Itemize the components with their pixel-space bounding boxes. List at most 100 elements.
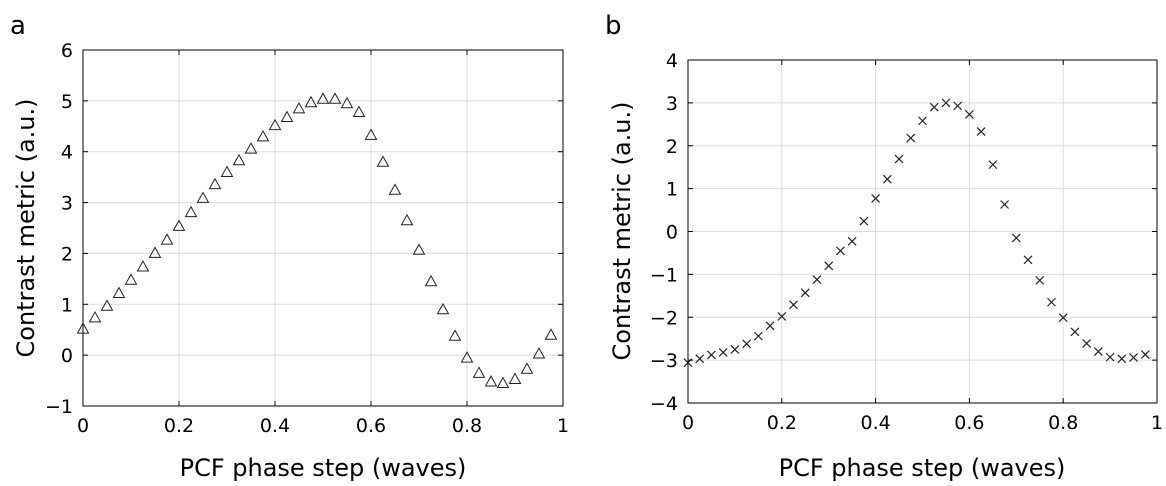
panel-a-data-point [484,375,498,387]
panel-b-data-point-stroke [742,339,752,349]
panel-a: a PCF phase step (waves) Contrast metric… [10,11,569,482]
panel-b-data-point [1105,352,1115,362]
panel-b-data-point [1082,338,1092,348]
panel-b-x-tick-label: 0.6 [954,412,984,434]
panel-b-data-point-stroke [976,127,986,137]
panel-a-data-point [88,310,102,323]
panel-b-y-tick-label: 1 [666,179,678,201]
panel-b-data-point-stroke [964,110,974,119]
panel-a-data-point [400,213,414,226]
panel-b-y-axis-title: Contrast metric (a.u.) [608,102,636,361]
panel-b-data-points [683,98,1150,368]
panel-b-data-point [730,344,740,354]
panel-a-data-point [160,233,174,245]
panel-b-data-point [1070,327,1080,337]
panel-b-x-tick-label: 1 [1151,412,1163,434]
panel-a-data-point [268,118,282,131]
panel-a-data-point [388,183,402,195]
panel-b-data-point-stroke [730,344,740,354]
panel-a-data-point [136,260,150,272]
panel-a-data-point [532,347,546,359]
panel-a-x-tick-label: 0.2 [164,415,194,437]
panel-a-data-point [436,302,450,315]
panel-b-data-point [777,311,787,321]
panel-b-data-point-stroke [882,174,892,184]
panel-b-data-point-stroke [1070,327,1080,337]
panel-a-y-tick-label: −1 [45,396,73,418]
panel-b-data-point [836,246,845,256]
panel-a-data-point [412,243,426,255]
panel-b-y-tick-label: 0 [666,222,678,244]
panel-b-data-point [1129,353,1138,362]
panel-b-data-point [765,321,775,331]
panel-b-data-point [964,110,974,119]
panel-a-data-point [328,92,342,104]
panel-b-data-point-stroke [1117,354,1127,364]
panel-a-data-point [196,191,210,203]
panel-b-data-point-stroke [918,116,927,126]
panel-b-data-point [988,160,998,170]
panel-b-data-point [718,347,728,357]
panel-b-data-point-stroke [929,102,939,112]
panel-b-data-point-stroke [847,236,857,246]
panel-b-x-tick-label: 0 [682,412,694,434]
panel-b-data-point-stroke [988,160,998,170]
panel-b-data-point-stroke [800,288,810,298]
panel-a-y-tick-label: 1 [61,294,73,316]
panel-a-letter: a [10,11,26,41]
panel-b-data-point [1058,313,1068,323]
panel-b-data-point-stroke [718,347,728,357]
panel-b-data-point [859,216,869,226]
panel-b-x-tick-label: 0.8 [1048,412,1078,434]
panel-b-data-point-stroke [812,275,822,284]
panel-a-data-point [76,322,90,334]
panel-b-y-tick-label: 4 [666,50,678,72]
panel-b-data-point-stroke [683,358,693,368]
panel-b-data-point-stroke [1140,350,1150,359]
panel-a-data-point [112,286,126,298]
panel-b-data-point [976,127,986,137]
panel-b-x-tick-label: 0.4 [860,412,890,434]
panel-a-data-points [76,92,558,389]
panel-b-data-point-stroke [695,354,705,364]
panel-a-data-point [172,219,186,231]
panel-b-data-point [707,350,716,360]
panel-b-data-point [1117,354,1127,364]
panel-b-y-tick-label: 3 [666,93,678,115]
panel-a-data-point [460,351,474,363]
panel-b-data-point [941,98,951,108]
panel-b-data-point [906,133,916,143]
panel-a-y-tick-label: 4 [61,142,73,164]
panel-b: b PCF phase step (waves) Contrast metric… [605,11,1163,482]
panel-b-data-point-stroke [1105,352,1115,362]
panel-b-data-point [789,300,798,310]
panel-a-data-point [424,274,438,287]
panel-a-y-tick-label: 2 [61,243,73,265]
panel-a-data-point [520,362,534,374]
panel-a-data-point [304,95,318,108]
panel-b-data-point [742,339,752,349]
panel-b-data-point-stroke [1011,233,1021,243]
panel-b-data-point [1011,233,1021,243]
panel-b-grid [687,59,1158,404]
panel-a-data-point [364,128,378,140]
panel-b-data-point-stroke [789,300,798,310]
panel-b-data-point-stroke [836,246,845,256]
panel-b-data-point-stroke [1035,275,1045,285]
panel-b-data-point [1047,297,1056,307]
panel-b-data-point-stroke [824,261,834,271]
panel-a-data-point [472,366,486,378]
panel-a-data-point [220,165,234,177]
panel-b-data-point [753,331,763,341]
panel-b-y-tick-label: −4 [650,393,678,415]
panel-b-data-point [918,116,927,126]
panel-a-x-tick-label: 0.8 [452,415,482,437]
panel-b-data-point-stroke [753,331,763,341]
panel-a-x-tick-label: 0.6 [356,415,386,437]
panel-a-data-point [292,101,306,114]
panel-b-letter: b [605,11,622,41]
panel-b-x-axis-title: PCF phase step (waves) [779,454,1066,482]
panel-b-data-point [929,102,939,112]
panel-a-x-axis-title: PCF phase step (waves) [180,454,467,482]
